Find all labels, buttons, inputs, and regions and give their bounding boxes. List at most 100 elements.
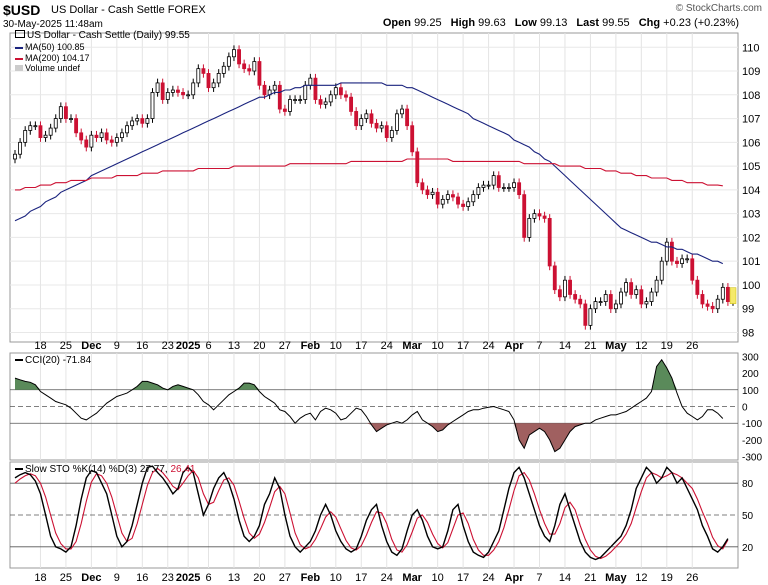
candle-body [430,191,435,196]
x-tick-label: May [605,340,627,352]
candle-body [715,298,720,310]
candle-body [456,196,460,205]
x-tick-label: 17 [457,340,469,352]
price-y-tick: 102 [742,232,760,244]
candle-body [379,125,384,129]
candle-body [532,213,537,219]
cci-y-tick: 300 [742,352,759,363]
candle-body [211,82,216,89]
x-tick-label: 10 [330,572,342,584]
price-y-tick: 104 [742,185,760,197]
candle-body [425,189,430,196]
x-tick-label: 18 [34,340,46,352]
price-y-tick: 105 [742,161,760,173]
candle-body [79,132,84,141]
candle-body [114,137,119,143]
last-label: Last [576,17,600,29]
candle-body [109,139,114,143]
candle-body [476,187,481,196]
axis-labels: 18182525DecDec99161623232025202566131320… [34,42,762,584]
candle-body [613,303,618,310]
candle-body [135,118,140,122]
candle-body [333,87,338,96]
x-tick-label: May [605,572,627,584]
x-tick-label: 25 [60,572,72,584]
open-value: 99.25 [414,17,442,29]
candle-body [583,303,588,326]
x-tick-label: 24 [381,572,393,584]
candle-body [461,203,466,207]
x-tick-label: 13 [228,572,240,584]
price-panel [13,45,737,330]
candle-body [659,260,664,281]
candle-body [496,175,501,188]
candle-body [400,108,404,115]
candle-body [150,92,155,119]
x-tick-label: 27 [279,340,291,352]
candle-body [705,303,710,307]
last-value: 99.55 [602,17,630,29]
grid-lines [9,32,739,569]
x-tick-label: 20 [253,340,265,352]
x-tick-label: 17 [457,572,469,584]
candle-body [415,151,420,184]
cci-line [14,358,724,453]
x-tick-label: 12 [635,340,647,352]
ohlc-readout: Open 99.25 High 99.63 Low 99.13 Last 99.… [383,17,739,29]
candle-body [237,49,241,65]
x-tick-label: 16 [136,572,148,584]
candle-body [501,187,506,189]
x-tick-label: 27 [279,572,291,584]
cci-y-tick: -200 [742,436,762,447]
candle-body [125,125,129,134]
candle-body [140,118,145,124]
candle-body [389,130,394,138]
x-tick-label: 9 [114,340,120,352]
candle-body [232,49,236,58]
candle-body [435,191,440,205]
high-value: 99.63 [478,17,506,29]
candle-body [206,73,211,89]
candle-body [69,118,73,120]
cci-y-tick: 0 [742,403,748,414]
candle-body [338,87,343,96]
candle-body [486,184,491,187]
x-tick-label: 10 [432,340,444,352]
x-tick-label: 24 [482,572,494,584]
x-tick-label: 13 [228,340,240,352]
candle-body [588,308,593,326]
candle-body [578,298,583,305]
candle-body [675,260,679,264]
sto-y-tick: 80 [742,479,754,490]
candle-body [63,106,68,119]
candle-body [593,301,598,310]
candle-body [160,82,165,100]
x-tick-label: 6 [205,340,211,352]
candle-body [374,122,379,129]
candle-body [359,118,364,127]
candle-body [318,99,323,105]
candle-body [685,258,690,261]
x-tick-label: 16 [136,340,148,352]
high-label: High [450,17,476,29]
price-y-tick: 100 [742,280,760,292]
x-tick-label: 2025 [176,572,200,584]
candle-body [242,63,247,70]
x-tick-label: 18 [34,572,46,584]
candle-body [552,265,557,291]
candle-body [624,282,628,293]
x-tick-label: 17 [355,572,367,584]
x-tick-label: Dec [81,340,101,352]
x-tick-label: Mar [402,340,422,352]
candle-body [201,68,206,74]
sto-k-line [14,465,729,561]
candle-body [568,279,572,295]
candle-body [598,301,603,303]
ticker-description: US Dollar - Cash Settle FOREX [51,4,206,16]
candle-body [257,61,262,86]
candle-body [328,94,333,103]
price-y-tick: 107 [742,114,760,126]
cci-panel [14,358,733,453]
candle-body [669,241,674,262]
candle-body [165,92,170,100]
